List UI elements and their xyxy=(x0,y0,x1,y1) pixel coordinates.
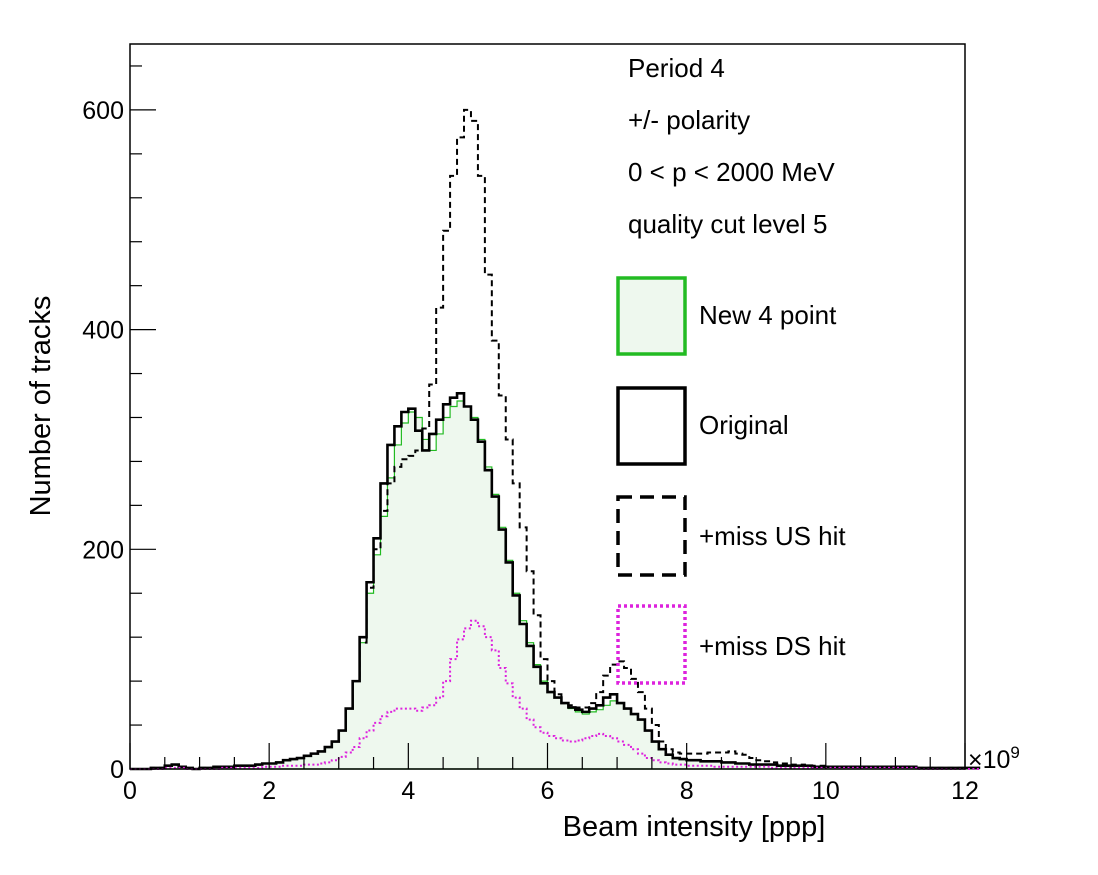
annotation-block: Period 4 +/- polarity 0 < p < 2000 MeV q… xyxy=(628,53,835,239)
x-tick-label: 0 xyxy=(123,777,137,805)
annotation-quality-cut: quality cut level 5 xyxy=(628,209,827,239)
x-tick-label: 2 xyxy=(262,777,276,805)
y-tick-label: 200 xyxy=(82,536,124,564)
y-axis-label: Number of tracks xyxy=(25,296,57,517)
legend-label-new-4-point: New 4 point xyxy=(699,300,837,330)
legend-label-miss-us-hit: +miss US hit xyxy=(699,521,846,551)
x-tick-label: 10 xyxy=(812,777,840,805)
legend-swatch-original xyxy=(616,386,687,466)
annotation-period: Period 4 xyxy=(628,53,725,83)
series-line-miss-us-hit xyxy=(130,108,980,770)
y-tick-label: 600 xyxy=(82,97,124,125)
legend-label-original: Original xyxy=(699,410,789,440)
x-tick-label: 4 xyxy=(401,777,415,805)
x-axis-label: Beam intensity [ppp] xyxy=(563,811,826,843)
annotation-polarity: +/- polarity xyxy=(628,105,750,135)
legend-swatch-new-4-point xyxy=(616,276,687,356)
tick-label-layer: 0 2 4 6 8 10 12 0 200 400 600 xyxy=(82,97,979,805)
legend: New 4 point Original +miss US hit +miss … xyxy=(616,276,846,685)
y-tick-label: 400 xyxy=(82,317,124,345)
tick-layer xyxy=(129,65,966,770)
annotation-momentum-range: 0 < p < 2000 MeV xyxy=(628,157,835,187)
legend-label-miss-ds-hit: +miss DS hit xyxy=(699,631,846,661)
y-tick-label: 0 xyxy=(110,756,124,784)
legend-swatch-miss-us-hit xyxy=(616,495,687,577)
x-tick-label: 8 xyxy=(680,777,694,805)
x-tick-label: 6 xyxy=(541,777,555,805)
x-tick-label: 12 xyxy=(951,777,979,805)
x-axis-multiplier: ×109 xyxy=(968,743,1020,774)
